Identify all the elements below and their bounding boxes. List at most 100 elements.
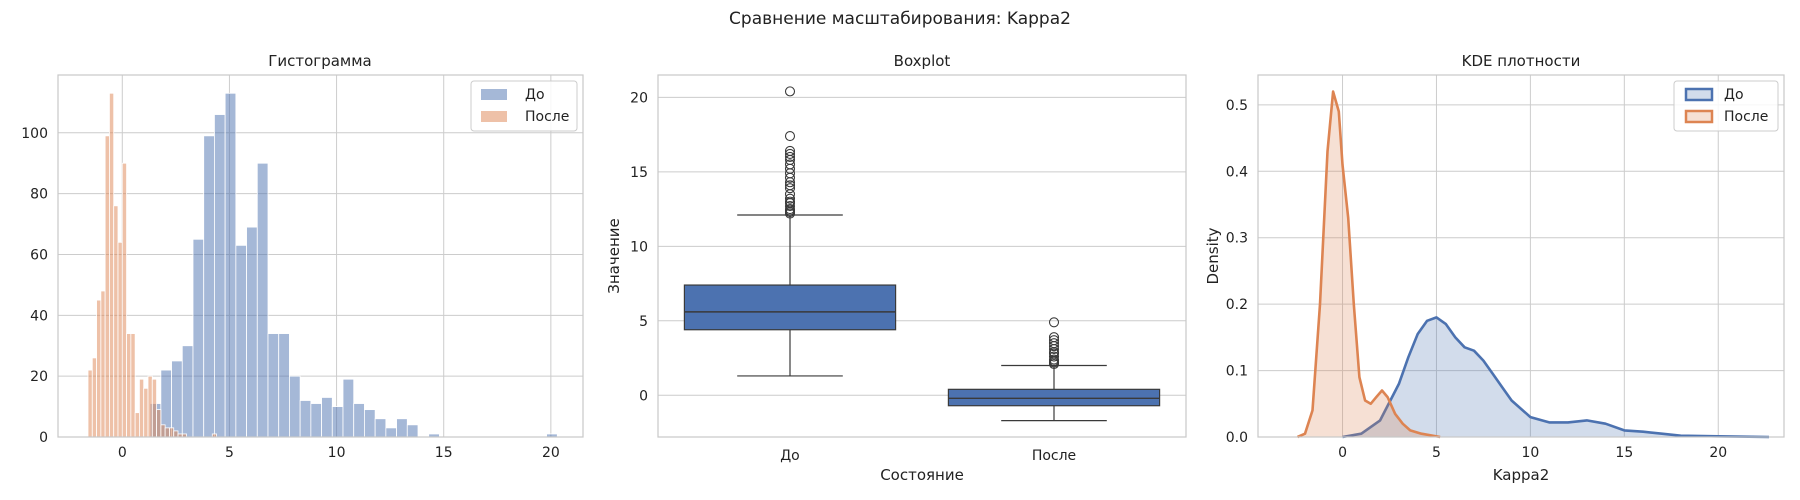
- histogram-bar-after: [134, 412, 140, 438]
- kde-xtick-label: 20: [1709, 445, 1727, 461]
- histogram-bar-after: [126, 333, 132, 438]
- histogram-bar-after: [143, 387, 149, 438]
- histogram-xtick-label: 20: [542, 445, 560, 461]
- histogram-ticks: 0 5 10 15 20 0 20 40 60 80 100: [21, 126, 560, 461]
- boxplot-outlier: [784, 145, 796, 157]
- histogram-bar-after: [151, 378, 157, 438]
- boxplot-outlier: [784, 183, 796, 194]
- histogram-bar-after: [173, 430, 179, 438]
- boxplot-xtick-label: До: [780, 448, 800, 464]
- histogram-bar-after: [91, 357, 97, 438]
- figure-suptitle: Сравнение масштабирования: Kappa2: [729, 9, 1071, 29]
- boxplot-ylabel: Значение: [605, 218, 623, 294]
- histogram-bar-before: [203, 135, 215, 438]
- histogram-bar-before: [385, 427, 397, 438]
- boxplot-outlier: [1048, 335, 1060, 346]
- histogram-legend: До После: [470, 80, 578, 132]
- histogram-bar-before: [310, 403, 322, 438]
- kde-legend-label-after: После: [1724, 109, 1768, 125]
- kde-legend-label-before: До: [1724, 87, 1744, 103]
- boxplot-panel: Boxplot 0 5 10 15 20 До После Состояние Значен…: [605, 52, 1187, 484]
- histogram-bar-before: [289, 375, 301, 438]
- histogram-legend-label-before: До: [525, 87, 545, 103]
- histogram-ytick-label: 100: [21, 126, 48, 142]
- histogram-xtick-label: 15: [435, 445, 453, 461]
- histogram-ytick-label: 80: [30, 187, 48, 203]
- kde-ylabel: Density: [1204, 227, 1222, 284]
- histogram-xtick-label: 10: [328, 445, 346, 461]
- histogram-bar-before: [235, 244, 247, 438]
- histogram-bar-before: [364, 409, 376, 438]
- histogram-bar-after: [117, 241, 123, 438]
- boxplot-outlier: [784, 131, 796, 142]
- histogram-bar-before: [224, 92, 237, 438]
- histogram-bar-before: [256, 162, 269, 438]
- boxplot-outlier: [784, 151, 796, 162]
- histogram-bar-after: [156, 409, 162, 438]
- kde-areas: [1296, 90, 1770, 439]
- histogram-bar-after: [109, 92, 115, 438]
- histogram-bar-after: [160, 424, 166, 438]
- histogram-bar-after: [104, 135, 110, 438]
- histogram-legend-label-after: После: [525, 109, 569, 125]
- boxplot-outlier: [784, 196, 796, 207]
- boxplot-outlier: [1048, 317, 1060, 328]
- boxplot-ticks: 0 5 10 15 20 До После: [630, 90, 1076, 464]
- histogram-bar-before: [321, 397, 333, 438]
- kde-legend: До После: [1673, 80, 1779, 132]
- histogram-bar-after: [100, 290, 106, 438]
- kde-line-after: [1296, 90, 1441, 439]
- kde-ytick-label: 0.2: [1226, 297, 1248, 313]
- kde-ytick-label: 0.4: [1226, 164, 1248, 180]
- kde-xlabel: Kappa2: [1493, 466, 1550, 484]
- histogram-ytick-label: 20: [30, 369, 48, 385]
- boxplot-box: [947, 388, 1161, 407]
- boxplot-ytick-label: 20: [630, 90, 648, 106]
- kde-legend-swatch-after: [1684, 109, 1714, 124]
- kde-ytick-label: 0.5: [1226, 98, 1248, 114]
- histogram-legend-swatch-after: [481, 111, 507, 122]
- boxplot-outlier: [784, 86, 796, 97]
- histogram-bar-after: [164, 427, 170, 438]
- kde-xtick-label: 5: [1432, 445, 1441, 461]
- kde-xtick-label: 15: [1615, 445, 1633, 461]
- boxplot-outlier: [1048, 351, 1060, 362]
- boxplot-boxes: [683, 86, 1161, 422]
- kde-ticks: 0 5 10 15 20 0.0 0.1 0.2 0.3 0.4 0.5: [1226, 98, 1727, 461]
- histogram-title: Гистограмма: [268, 52, 371, 70]
- histogram-bar-after: [121, 162, 127, 438]
- boxplot-outlier: [784, 201, 796, 212]
- histogram-bar-after: [113, 205, 119, 438]
- boxplot-outlier: [1048, 338, 1060, 349]
- histogram-bar-before: [267, 333, 280, 438]
- histogram-frame: [57, 74, 584, 438]
- histogram-bar-before: [181, 345, 194, 438]
- histogram-bar-before: [374, 418, 387, 438]
- kde-xtick-label: 10: [1521, 445, 1539, 461]
- histogram-bar-after: [169, 427, 175, 438]
- histogram-bar-before: [246, 226, 258, 438]
- kde-legend-swatch-before: [1684, 87, 1714, 102]
- kde-ytick-label: 0.3: [1226, 231, 1248, 247]
- histogram-bar-after: [87, 369, 93, 438]
- kde-xtick-label: 0: [1338, 445, 1347, 461]
- histogram-bar-before: [342, 378, 355, 438]
- histogram-xtick-label: 0: [118, 445, 127, 461]
- histogram-bar-before: [171, 360, 183, 438]
- boxplot-ytick-label: 0: [639, 388, 648, 404]
- kde-ytick-label: 0.0: [1226, 430, 1248, 446]
- boxplot-ytick-label: 10: [630, 239, 648, 255]
- histogram-bar-before: [353, 403, 365, 438]
- boxplot-outlier: [1048, 332, 1060, 343]
- boxplot-xtick-label: После: [1032, 448, 1076, 464]
- histogram-bar-after: [96, 299, 102, 438]
- histogram-bar-before: [406, 424, 419, 438]
- histogram-bar-before: [278, 333, 290, 438]
- kde-panel: KDE плотности 0 5 10 15 20 0.0 0.1 0.2 0.3 0.4 0.5…: [1204, 52, 1785, 484]
- boxplot-box: [683, 284, 897, 331]
- kde-frame: [1257, 74, 1785, 438]
- histogram-legend-swatch-before: [481, 89, 507, 100]
- histogram-bar-before: [214, 114, 226, 438]
- boxplot-ytick-label: 15: [630, 165, 648, 181]
- boxplot-grid: [658, 96, 1186, 396]
